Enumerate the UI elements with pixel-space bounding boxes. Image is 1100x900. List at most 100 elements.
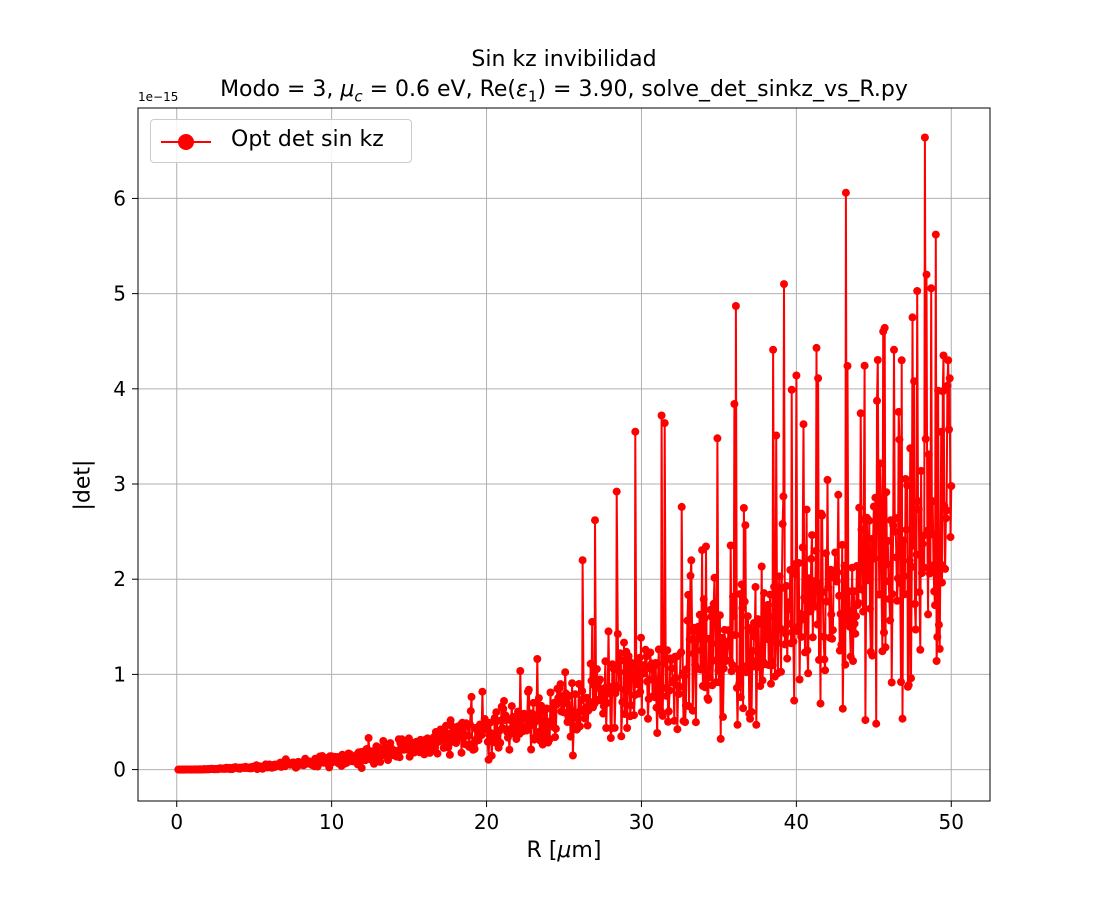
data-point xyxy=(864,571,873,580)
y-axis-label: |det| xyxy=(70,459,96,511)
data-point xyxy=(701,683,710,692)
data-point xyxy=(861,716,870,725)
data-point xyxy=(645,675,654,684)
data-point xyxy=(823,475,832,484)
data-point xyxy=(851,629,860,638)
data-point xyxy=(911,625,920,634)
data-point xyxy=(899,536,908,545)
data-point xyxy=(769,345,778,354)
data-point xyxy=(799,420,808,429)
data-point xyxy=(546,688,555,697)
data-point xyxy=(947,482,956,491)
data-point xyxy=(658,711,667,720)
data-point xyxy=(916,645,925,654)
data-point xyxy=(606,734,615,742)
data-point xyxy=(626,701,635,710)
data-point xyxy=(767,679,775,688)
data-point xyxy=(524,685,533,694)
data-point xyxy=(746,626,755,635)
data-point xyxy=(828,634,837,643)
data-point xyxy=(727,667,736,676)
y-tick-label: 1 xyxy=(113,662,126,686)
data-point xyxy=(664,717,673,726)
data-point xyxy=(492,708,501,717)
data-point xyxy=(877,590,886,599)
data-point xyxy=(725,637,734,646)
data-point xyxy=(804,669,813,678)
data-point xyxy=(900,590,909,599)
data-point xyxy=(921,434,930,443)
data-point xyxy=(735,679,744,688)
data-point xyxy=(779,492,788,501)
data-point xyxy=(433,749,442,758)
data-point xyxy=(680,672,689,681)
data-point xyxy=(792,371,801,380)
data-point xyxy=(927,284,936,293)
data-point xyxy=(945,374,954,383)
data-point xyxy=(364,734,373,742)
data-point xyxy=(466,707,475,716)
data-point xyxy=(832,577,841,586)
data-point xyxy=(882,488,891,497)
data-point xyxy=(613,630,622,638)
data-point xyxy=(754,619,763,628)
data-point xyxy=(748,647,757,655)
x-tick-label: 50 xyxy=(939,810,964,834)
data-point xyxy=(533,655,542,663)
data-point xyxy=(685,635,694,644)
data-point xyxy=(836,610,845,618)
data-point xyxy=(784,619,792,628)
data-point xyxy=(776,624,785,633)
data-point xyxy=(757,562,766,571)
data-point xyxy=(602,699,611,707)
data-point xyxy=(689,649,698,658)
data-point xyxy=(675,682,684,691)
data-point xyxy=(854,599,863,607)
data-point xyxy=(777,667,785,676)
data-point xyxy=(835,591,844,600)
data-point xyxy=(592,665,601,674)
data-point xyxy=(659,659,668,668)
data-point xyxy=(908,313,917,322)
data-point xyxy=(914,505,923,514)
data-point xyxy=(660,419,669,428)
data-point xyxy=(729,592,738,601)
data-point xyxy=(821,666,830,675)
data-point xyxy=(766,590,775,599)
data-point xyxy=(903,481,912,490)
data-point xyxy=(719,712,727,721)
data-point xyxy=(834,490,843,499)
y-axis-offset-text: 1e−15 xyxy=(138,90,179,104)
data-point xyxy=(931,230,940,239)
data-point xyxy=(775,572,784,581)
legend: Opt det sin kz xyxy=(150,119,412,163)
data-point xyxy=(913,287,922,295)
data-point xyxy=(697,646,706,655)
data-point xyxy=(596,675,604,684)
data-point xyxy=(895,435,904,444)
data-point xyxy=(780,640,789,649)
data-point xyxy=(872,719,881,728)
data-point xyxy=(614,683,623,692)
data-point xyxy=(811,546,820,555)
data-point xyxy=(747,708,756,716)
data-point xyxy=(887,678,896,687)
data-point xyxy=(890,527,899,536)
data-point xyxy=(741,521,750,530)
data-point xyxy=(852,562,861,570)
data-point xyxy=(763,635,772,644)
data-point xyxy=(920,563,929,572)
data-point xyxy=(551,724,560,733)
data-point xyxy=(651,659,660,667)
data-point xyxy=(751,583,760,591)
data-point xyxy=(516,667,525,675)
data-point xyxy=(815,579,824,588)
data-point xyxy=(591,516,599,525)
data-point xyxy=(931,601,939,610)
data-point xyxy=(588,617,597,626)
data-point xyxy=(840,561,849,570)
data-point xyxy=(927,530,936,539)
data-point xyxy=(876,459,885,468)
data-point xyxy=(617,732,626,741)
